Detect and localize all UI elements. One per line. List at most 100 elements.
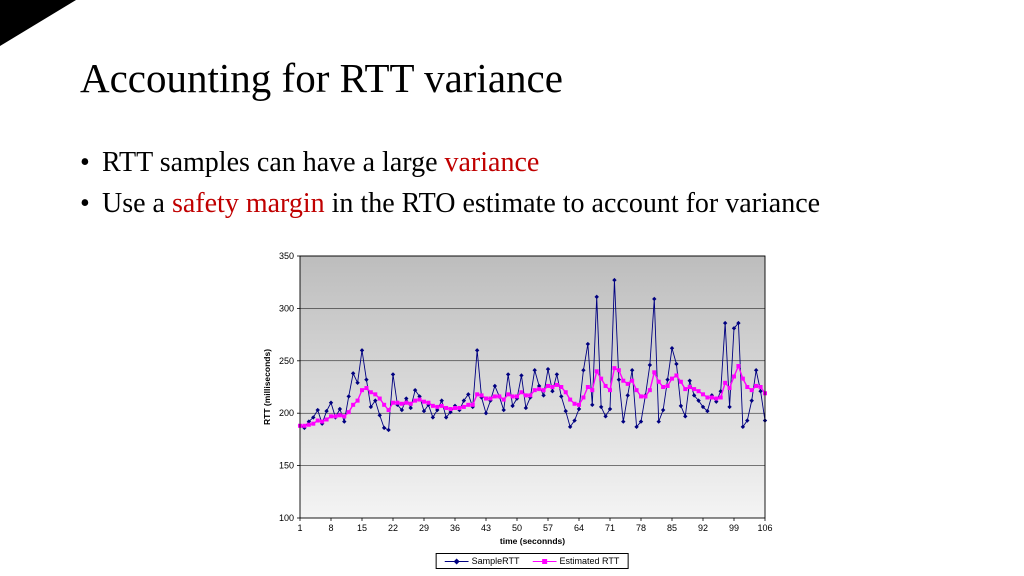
marker-square	[466, 402, 471, 407]
marker-square	[625, 381, 630, 386]
marker-square	[386, 408, 391, 413]
marker-square	[581, 395, 586, 400]
marker-diamond	[439, 398, 444, 403]
x-tick-label: 78	[636, 523, 646, 533]
marker-square	[541, 388, 546, 393]
legend-label: Estimated RTT	[559, 556, 620, 566]
marker-square	[616, 368, 621, 373]
marker-diamond	[576, 406, 582, 412]
bullet-list: • RTT samples can have a large variance • U…	[80, 146, 842, 228]
marker-square	[351, 402, 356, 407]
marker-square	[656, 379, 661, 384]
marker-diamond	[563, 408, 568, 414]
marker-diamond	[705, 408, 710, 414]
marker-square	[413, 398, 418, 403]
marker-square	[732, 374, 736, 379]
marker-diamond	[386, 427, 391, 433]
marker-square	[714, 396, 719, 401]
marker-square	[670, 376, 674, 381]
marker-square	[399, 401, 404, 406]
marker-diamond	[700, 404, 706, 410]
rtt-chart: 100 150 200 250 300 350 1 8 15 22 29 36 43 50 57 64 71 78…	[258, 248, 778, 576]
marker-diamond	[346, 394, 351, 399]
marker-diamond	[412, 387, 418, 393]
marker-square	[594, 369, 599, 374]
marker-square	[639, 394, 643, 399]
slide-title: Accounting for RTT variance	[80, 55, 563, 101]
marker-square	[306, 422, 311, 427]
marker-diamond	[373, 398, 378, 403]
marker-diamond	[408, 405, 413, 411]
marker-square	[745, 385, 750, 389]
x-tick-label: 1	[297, 523, 302, 533]
marker-square	[364, 386, 369, 391]
marker-square	[577, 402, 581, 407]
plain-text: in the RTO estimate to account for varia…	[324, 188, 821, 220]
marker-diamond	[603, 414, 608, 419]
marker-square	[519, 390, 524, 395]
marker-square	[475, 392, 480, 397]
diamond-marker-icon	[444, 558, 469, 564]
marker-square	[563, 390, 568, 395]
marker-diamond	[607, 406, 613, 412]
x-tick-label: 36	[450, 523, 460, 533]
marker-square	[754, 383, 759, 388]
marker-square	[453, 405, 457, 410]
marker-square	[417, 397, 422, 402]
marker-square	[435, 404, 440, 409]
marker-square	[501, 397, 506, 402]
marker-diamond	[435, 407, 440, 413]
x-tick-label: 8	[328, 523, 333, 533]
marker-diamond	[306, 419, 312, 424]
marker-square	[368, 390, 373, 395]
y-tick-label: 150	[279, 461, 294, 471]
marker-square	[736, 364, 741, 369]
marker-square	[422, 399, 426, 404]
x-tick-label: 22	[388, 523, 398, 533]
marker-diamond	[545, 366, 551, 372]
marker-square	[355, 398, 360, 403]
marker-square	[506, 392, 511, 397]
bullet-text: Use a safety margin in the RTO estimate …	[102, 187, 842, 220]
marker-diamond	[324, 408, 329, 414]
marker-diamond	[638, 419, 644, 424]
marker-diamond	[758, 388, 763, 394]
marker-diamond	[501, 407, 506, 413]
marker-square	[705, 395, 710, 400]
marker-square	[696, 389, 701, 394]
marker-square	[612, 366, 617, 371]
bullet-item: • RTT samples can have a large variance	[80, 146, 842, 179]
emphasis-text: safety margin	[171, 188, 325, 220]
marker-diamond	[612, 277, 617, 283]
marker-diamond	[572, 418, 577, 423]
marker-square	[510, 394, 515, 399]
marker-diamond	[696, 398, 701, 403]
marker-diamond	[714, 399, 719, 404]
corner-triangle-decoration	[0, 0, 76, 46]
marker-square	[515, 394, 519, 399]
marker-square	[457, 405, 462, 410]
marker-square	[585, 385, 590, 389]
marker-square	[546, 383, 550, 388]
marker-diamond	[731, 326, 737, 331]
marker-square	[692, 387, 697, 392]
x-tick-label: 43	[481, 523, 491, 533]
x-tick-label: 50	[512, 523, 522, 533]
series-line-estimated-rtt	[300, 364, 766, 427]
marker-square	[559, 385, 564, 389]
marker-square	[395, 400, 400, 405]
marker-square	[333, 414, 338, 419]
chart-legend: SampleRTT Estimated RTT	[435, 553, 629, 569]
marker-square	[634, 388, 639, 393]
marker-square	[484, 396, 488, 401]
marker-square	[718, 395, 723, 400]
marker-square	[404, 400, 409, 405]
marker-diamond	[377, 413, 382, 418]
marker-diamond	[337, 406, 343, 412]
marker-square	[621, 378, 626, 383]
marker-diamond	[736, 320, 741, 326]
marker-square	[709, 395, 714, 400]
marker-square	[479, 393, 484, 398]
marker-square	[568, 397, 573, 402]
